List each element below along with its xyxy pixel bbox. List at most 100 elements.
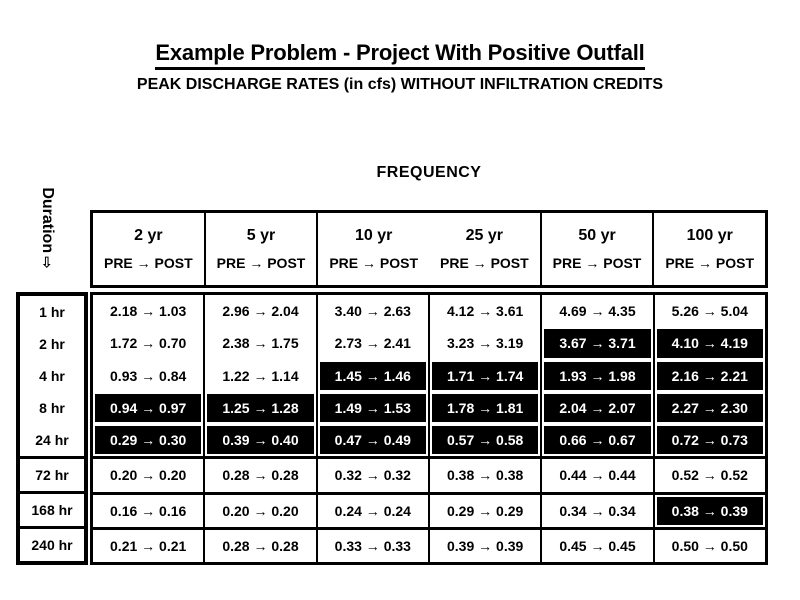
table-cell: 1.45 → 1.46 [315,359,428,392]
table-cell: 2.73 → 2.41 [315,327,428,360]
pre-post-label: PRE → POST [665,254,755,271]
table-cell: 0.52 → 0.52 [652,459,765,492]
pre-post-value: 2.18 → 1.03 [95,297,202,326]
page-title-text: Example Problem - Project With Positive … [155,40,645,70]
pre-post-value: 0.45 → 0.45 [544,531,651,560]
pre-post-value: 1.78 → 1.81 [431,393,539,422]
pre-post-value: 2.16 → 2.21 [656,361,763,390]
duration-row-label: 1 hr [39,304,65,320]
pre-post-value: 0.29 → 0.29 [431,496,539,525]
pre-post-label: PRE → POST [440,254,529,271]
table-cell: 0.16 → 0.16 [93,494,204,527]
table-cell: 0.24 → 0.24 [315,494,428,527]
pre-post-value: 0.16 → 0.16 [95,496,202,525]
duration-row-label: 2 hr [39,336,65,352]
pre-post-value: 0.66 → 0.67 [544,426,651,455]
table-row: 0.21 → 0.21 0.28 → 0.28 0.33 → 0.33 0.39 → … [93,526,765,562]
pre-post-value: 4.12 → 3.61 [431,297,539,326]
page-subtitle: PEAK DISCHARGE RATES (in cfs) WITHOUT IN… [136,76,664,93]
duration-axis-label: Duration ⇨ [36,154,58,302]
table-cell: 1.25 → 1.28 [203,391,316,424]
table-row: 1.72 → 0.70 2.38 → 1.75 2.73 → 2.41 3.23 → … [93,327,765,360]
table-cell: 2.27 → 2.30 [652,391,765,424]
pre-post-value: 3.23 → 3.19 [431,329,539,358]
frequency-column-header: 25 yr PRE → POST [429,213,540,285]
table-row: 0.94 → 0.97 1.25 → 1.28 1.49 → 1.53 1.78 → … [93,391,765,424]
table-row: 0.29 → 0.30 0.39 → 0.40 0.47 → 0.49 0.57 → … [93,424,765,457]
table-cell: 0.32 → 0.32 [315,459,428,492]
table-cell: 0.28 → 0.28 [203,459,316,492]
table-cell: 0.47 → 0.49 [315,424,428,457]
table-cell: 3.67 → 3.71 [540,327,653,360]
pre-post-value: 0.50 → 0.50 [656,531,763,560]
data-grid: 2.18 → 1.03 2.96 → 2.04 3.40 → 2.63 4.12 → … [90,292,768,565]
pre-post-value: 0.39 → 0.40 [207,426,314,455]
table-cell: 2.96 → 2.04 [203,295,316,328]
table-cell: 4.12 → 3.61 [427,295,541,328]
duration-row-label: 240 hr [20,526,84,561]
column-year-label: 25 yr [465,227,504,245]
pre-post-value: 0.39 → 0.39 [431,531,539,560]
table-cell: 2.04 → 2.07 [540,391,653,424]
table-cell: 0.21 → 0.21 [93,529,204,562]
table-cell: 0.33 → 0.33 [315,529,428,562]
pre-post-value: 0.93 → 0.84 [95,361,202,390]
table-cell: 0.66 → 0.67 [540,424,653,457]
column-year-label: 10 yr [354,227,393,245]
table-cell: 0.34 → 0.34 [540,494,653,527]
table-cell: 0.93 → 0.84 [93,359,204,392]
frequency-header-row: 2 yr PRE → POST 5 yr PRE → POST 10 yr PRE → P… [90,210,768,288]
table-cell: 0.29 → 0.29 [427,494,541,527]
duration-row-label: 168 hr [20,491,84,526]
pre-post-value: 0.94 → 0.97 [95,393,202,422]
table-row: 0.16 → 0.16 0.20 → 0.20 0.24 → 0.24 0.29 → … [93,491,765,527]
pre-post-value: 0.28 → 0.28 [207,531,314,560]
table-cell: 1.22 → 1.14 [203,359,316,392]
column-year-label: 100 yr [686,227,733,245]
pre-post-value: 2.38 → 1.75 [207,329,314,358]
pre-post-value: 0.20 → 0.20 [95,461,202,490]
pre-post-value: 3.67 → 3.71 [544,329,651,358]
pre-post-value: 0.33 → 0.33 [319,531,426,560]
table-cell: 2.38 → 1.75 [203,327,316,360]
table-cell: 3.40 → 2.63 [315,295,428,328]
pre-post-value: 1.72 → 0.70 [95,329,202,358]
column-year-label: 50 yr [578,227,616,245]
table-cell: 1.93 → 1.98 [540,359,653,392]
table-cell: 0.38 → 0.39 [652,494,765,527]
pre-post-value: 0.28 → 0.28 [207,461,314,490]
pre-post-label: PRE → POST [103,254,193,271]
table-cell: 2.18 → 1.03 [93,295,204,328]
pre-post-value: 0.21 → 0.21 [95,531,202,560]
table-cell: 4.10 → 4.19 [652,327,765,360]
table-cell: 0.57 → 0.58 [427,424,541,457]
pre-post-value: 0.38 → 0.38 [431,461,539,490]
pre-post-value: 2.96 → 2.04 [207,297,314,326]
pre-post-value: 0.24 → 0.24 [319,496,426,525]
pre-post-value: 1.22 → 1.14 [207,361,314,390]
pre-post-value: 2.27 → 2.30 [656,393,763,422]
pre-post-value: 0.29 → 0.30 [95,426,202,455]
frequency-axis-label: FREQUENCY [376,164,482,181]
duration-row-label: 4 hr [39,368,65,384]
table-cell: 0.72 → 0.73 [652,424,765,457]
pre-post-value: 0.47 → 0.49 [319,426,426,455]
table-cell: 1.71 → 1.74 [427,359,541,392]
pre-post-label: PRE → POST [552,254,642,271]
frequency-column-header: 50 yr PRE → POST [539,213,653,285]
table-cell: 2.16 → 2.21 [652,359,765,392]
table-row: 0.93 → 0.84 1.22 → 1.14 1.45 → 1.46 1.71 → … [93,359,765,392]
duration-labels-column: 1 hr 2 hr 4 hr 8 hr 24 hr 72 hr 168 hr 240 hr [16,292,88,565]
pre-post-value: 1.49 → 1.53 [319,393,426,422]
pre-post-value: 0.34 → 0.34 [544,496,651,525]
pre-post-value: 0.72 → 0.73 [656,426,763,455]
pre-post-value: 0.44 → 0.44 [544,461,651,490]
pre-post-value: 0.57 → 0.58 [431,426,539,455]
pre-post-value: 0.38 → 0.39 [656,496,763,525]
pre-post-value: 2.73 → 2.41 [319,329,426,358]
pre-post-value: 2.04 → 2.07 [544,393,651,422]
pre-post-value: 3.40 → 2.63 [319,297,426,326]
table-cell: 3.23 → 3.19 [427,327,541,360]
duration-axis-text: Duration [39,187,56,254]
table-cell: 5.26 → 5.04 [652,295,765,328]
